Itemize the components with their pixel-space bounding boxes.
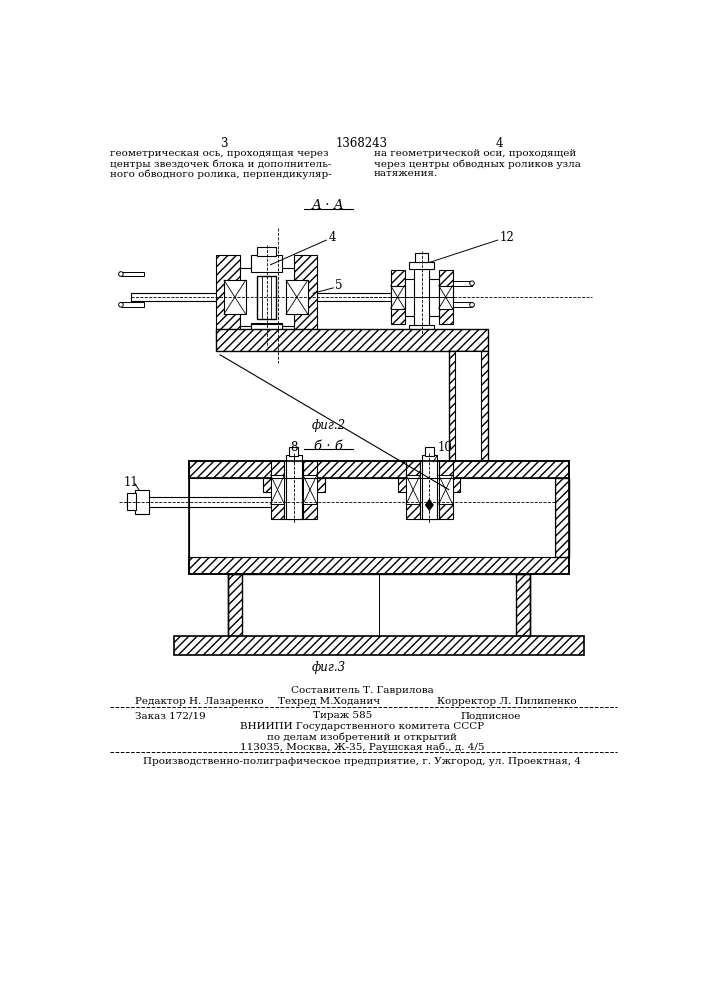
Bar <box>391 270 404 324</box>
Bar <box>224 280 246 314</box>
Text: по делам изобретений и открытий: по делам изобретений и открытий <box>267 732 457 742</box>
Bar <box>409 262 434 269</box>
Circle shape <box>469 281 474 286</box>
Bar <box>121 272 144 276</box>
Text: фиг.2: фиг.2 <box>312 419 346 432</box>
Bar <box>438 286 452 309</box>
Bar <box>189 461 569 478</box>
Bar <box>121 302 144 307</box>
Bar <box>452 302 472 307</box>
Circle shape <box>119 272 123 276</box>
Bar <box>216 329 488 351</box>
Text: Техред М.Ходанич: Техред М.Ходанич <box>279 697 380 706</box>
Text: ВНИИПИ Государственного комитета СССР: ВНИИПИ Государственного комитета СССР <box>240 722 484 731</box>
Text: 113035, Москва, Ж-35, Раушская наб., д. 4/5: 113035, Москва, Ж-35, Раушская наб., д. … <box>240 742 484 752</box>
Bar <box>271 475 284 504</box>
Bar <box>438 475 452 504</box>
Text: 3: 3 <box>221 137 228 150</box>
Text: Редактор Н. Лазаренко: Редактор Н. Лазаренко <box>135 697 264 706</box>
Bar <box>452 281 472 286</box>
Bar <box>516 574 530 636</box>
Bar <box>555 478 569 557</box>
Bar <box>257 336 276 345</box>
Bar <box>216 490 488 507</box>
Bar <box>438 270 452 324</box>
Text: Производственно-полиграфическое предприятие, г. Ужгород, ул. Проектная, 4: Производственно-полиграфическое предприя… <box>143 757 581 766</box>
Bar <box>293 255 317 339</box>
Bar <box>286 280 308 314</box>
Bar <box>240 268 293 326</box>
Bar <box>420 461 438 519</box>
Bar <box>303 461 317 519</box>
Bar <box>404 279 438 316</box>
Text: фиг.3: фиг.3 <box>312 661 346 674</box>
Text: А · А: А · А <box>312 199 345 212</box>
Text: Корректор Л. Пилипенко: Корректор Л. Пилипенко <box>437 697 577 706</box>
Text: 1368243: 1368243 <box>336 137 388 150</box>
Text: центры звездочек блока и дополнитель-: центры звездочек блока и дополнитель- <box>110 159 332 169</box>
Text: 8: 8 <box>290 441 298 454</box>
Text: Заказ 172/19: Заказ 172/19 <box>135 711 206 720</box>
Text: 4: 4 <box>329 231 336 244</box>
Text: б · б: б · б <box>314 440 343 453</box>
Text: Подписное: Подписное <box>460 711 521 720</box>
Text: геометрическая ось, проходящая через: геометрическая ось, проходящая через <box>110 149 329 158</box>
Bar <box>189 557 569 574</box>
Text: натяжения.: натяжения. <box>373 169 438 178</box>
Bar <box>251 323 282 339</box>
Bar <box>257 247 276 256</box>
Bar <box>284 461 303 519</box>
Bar <box>425 447 434 456</box>
Bar <box>449 351 488 490</box>
Circle shape <box>119 302 123 307</box>
Text: 11: 11 <box>124 476 139 489</box>
Bar <box>131 293 441 301</box>
Polygon shape <box>426 500 433 510</box>
Bar <box>409 325 434 334</box>
Bar <box>216 255 240 339</box>
Text: 4: 4 <box>496 137 503 150</box>
Bar <box>127 497 305 507</box>
Bar <box>228 574 242 636</box>
Circle shape <box>469 302 474 307</box>
Bar <box>406 475 420 504</box>
Bar <box>416 253 428 262</box>
Bar <box>398 478 460 492</box>
Bar <box>263 478 325 492</box>
Bar <box>438 461 452 519</box>
Bar <box>406 461 420 519</box>
Text: Тираж 585: Тираж 585 <box>313 711 373 720</box>
Bar <box>251 324 282 336</box>
Text: ного обводного ролика, перпендикуляр-: ного обводного ролика, перпендикуляр- <box>110 169 332 179</box>
Bar <box>174 636 585 655</box>
Bar <box>127 493 136 510</box>
Text: 5: 5 <box>335 279 342 292</box>
Bar <box>135 490 149 514</box>
Bar <box>303 475 317 504</box>
Bar <box>414 268 429 326</box>
Bar <box>391 286 404 309</box>
Text: 12: 12 <box>499 231 514 244</box>
Bar <box>251 255 282 272</box>
Bar <box>257 276 276 319</box>
Bar <box>289 447 298 456</box>
Text: Составитель Т. Гаврилова: Составитель Т. Гаврилова <box>291 686 433 695</box>
Bar <box>455 351 481 490</box>
Text: через центры обводных роликов узла: через центры обводных роликов узла <box>373 159 580 169</box>
Text: на геометрической оси, проходящей: на геометрической оси, проходящей <box>373 149 575 158</box>
Bar <box>286 455 301 519</box>
Text: 10: 10 <box>437 441 452 454</box>
Bar <box>271 461 284 519</box>
Bar <box>421 455 437 519</box>
Bar <box>189 478 555 557</box>
